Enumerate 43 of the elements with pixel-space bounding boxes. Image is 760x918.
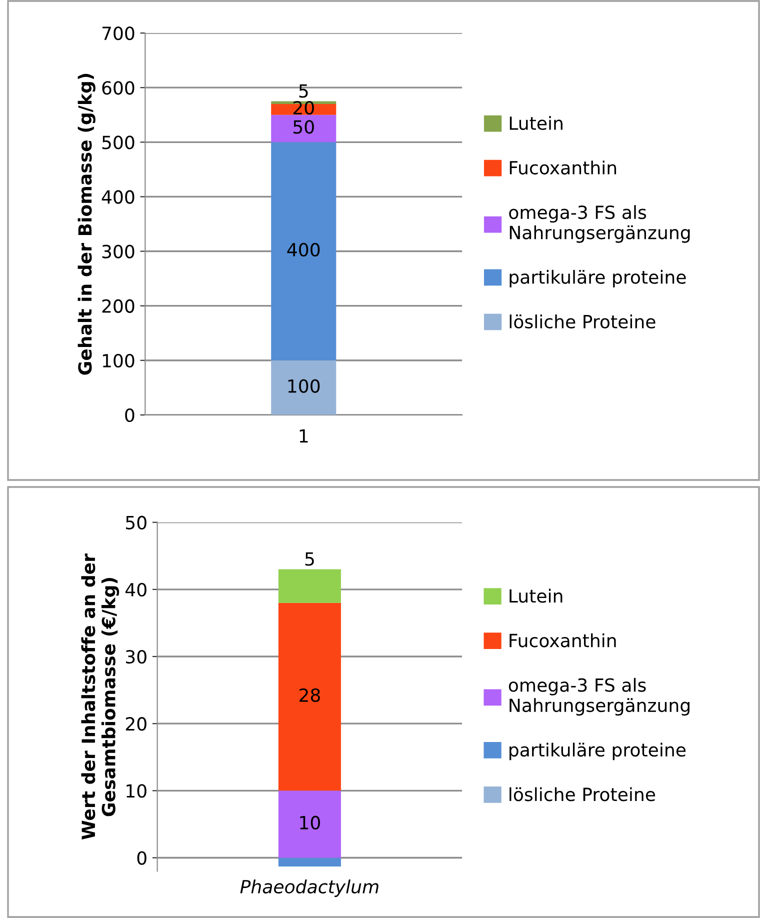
legend-label: omega-3 FS als Nahrungsergänzung: [509, 205, 690, 243]
legend-label: lösliche Proteine: [510, 787, 656, 802]
legend-label: lösliche Proteine: [510, 314, 656, 328]
x-tick-label: Phaeodactylum: [240, 880, 378, 897]
bar: [278, 858, 341, 866]
bar: [271, 114, 336, 142]
y-tick-label: 30: [126, 650, 146, 664]
bar: [278, 790, 341, 858]
y-tick-label: 700: [102, 26, 134, 40]
legend-label: omega-3 FS als Nahrungsergänzung: [508, 678, 690, 716]
bar: [278, 569, 341, 603]
y-tick-label: 500: [102, 136, 134, 150]
y-tick-label: 200: [102, 299, 134, 313]
data-label: 10: [300, 816, 320, 830]
bar: [271, 360, 336, 415]
data-label: 5: [299, 84, 308, 98]
data-label: 20: [293, 101, 314, 115]
legend-label: Lutein: [510, 116, 562, 130]
y-tick-label: 300: [102, 244, 134, 258]
data-label: 28: [300, 688, 320, 702]
data-label: 5: [305, 552, 314, 566]
y-tick-label: 100: [102, 354, 134, 368]
data-label: 400: [287, 242, 320, 257]
legend-label: Fucoxanthin: [510, 160, 616, 175]
data-label: 50: [294, 120, 314, 134]
x-tick-label: 1: [300, 429, 308, 443]
y-tick-label: 10: [126, 784, 146, 798]
bar: [271, 142, 336, 360]
y-tick-label: 40: [126, 582, 146, 597]
y-tick-label: 600: [102, 81, 134, 95]
y-tick-label: 400: [102, 190, 134, 204]
legend-label: Lutein: [510, 588, 562, 603]
data-label: 100: [288, 379, 320, 393]
legend-label: partikuläre proteine: [510, 742, 686, 760]
legend-label: partikuläre proteine: [510, 270, 686, 288]
y-tick-label: 0: [125, 408, 134, 422]
y-tick-label: 0: [137, 851, 146, 865]
y-tick-label: 20: [126, 717, 146, 731]
y-axis-title: Gehalt in der Biomasse (g/kg): [78, 74, 96, 375]
bar: [278, 602, 341, 791]
y-tick-label: 50: [126, 516, 146, 530]
legend-label: Fucoxanthin: [510, 633, 616, 648]
y-axis-title: Wert der Inhaltstoffe an der Gesamtbiomasse (€/kg): [81, 554, 120, 840]
